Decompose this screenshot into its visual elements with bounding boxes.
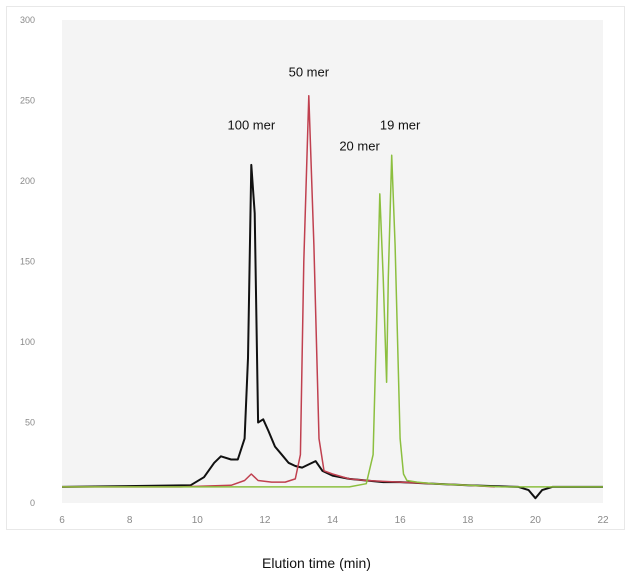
x-tick-label: 8 — [127, 515, 133, 526]
y-tick-label: 150 — [20, 257, 35, 267]
x-axis-label: Elution time (min) — [262, 555, 371, 571]
x-tick-label: 20 — [530, 515, 542, 526]
elution-chart: 0 50 100 150 200 250 300 6 8 10 12 14 16 18 20 22 50 m… — [20, 15, 609, 526]
x-tick-label: 16 — [395, 515, 407, 526]
y-tick-label: 250 — [20, 96, 35, 106]
x-tick-label: 22 — [597, 515, 609, 526]
x-tick-label: 14 — [327, 515, 339, 526]
peak-label: 20 mer — [339, 138, 380, 153]
x-tick-label: 18 — [462, 515, 474, 526]
series-line-2 — [62, 154, 603, 488]
peak-label: 50 mer — [289, 64, 330, 79]
y-tick-label: 100 — [20, 337, 35, 347]
y-tick-label: 200 — [20, 176, 35, 186]
x-tick-label: 6 — [59, 515, 65, 526]
y-tick-label: 300 — [20, 15, 35, 25]
y-tick-label: 50 — [25, 418, 35, 428]
y-tick-label: 0 — [30, 498, 35, 508]
series-group — [61, 94, 603, 500]
peak-label: 100 mer — [227, 117, 275, 132]
x-tick-label: 10 — [192, 515, 204, 526]
series-line-1 — [62, 94, 495, 488]
plot-area — [62, 20, 603, 503]
x-tick-label: 12 — [259, 515, 271, 526]
x-axis-ticks: 6 8 10 12 14 16 18 20 22 — [59, 515, 609, 526]
peak-label: 19 mer — [380, 117, 421, 132]
y-axis-ticks: 0 50 100 150 200 250 300 — [20, 15, 35, 508]
